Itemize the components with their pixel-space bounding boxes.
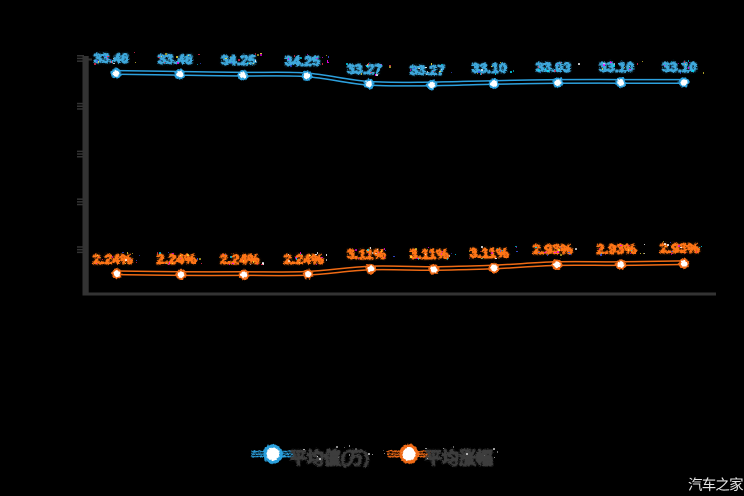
svg-text:汽车之家: 汽车之家 <box>688 477 743 494</box>
